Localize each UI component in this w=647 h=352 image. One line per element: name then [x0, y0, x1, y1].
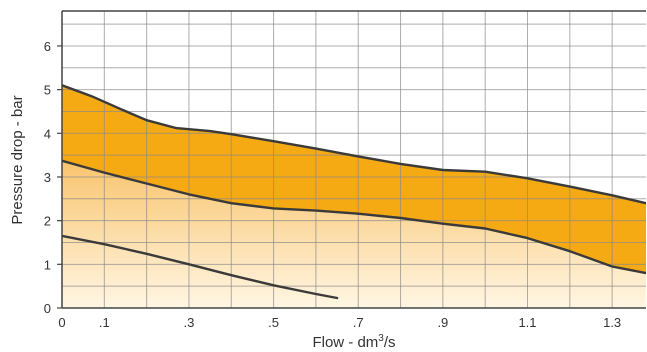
area-fills: [62, 85, 646, 308]
y-tick-label: 6: [44, 39, 51, 54]
lower-band-fill: [62, 160, 646, 308]
y-tick-label: 4: [44, 126, 51, 141]
x-tick-label: .7: [353, 315, 364, 330]
y-axis-label: Pressure drop - bar: [9, 95, 26, 224]
x-tick-label: .3: [184, 315, 195, 330]
x-tick-label: 1.3: [603, 315, 621, 330]
x-tick-label: .1: [99, 315, 110, 330]
upper-band-fill: [62, 85, 646, 274]
curve-lines: [62, 84, 646, 300]
axes: [57, 10, 646, 309]
y-tick-labels: 0 1 2 3 4 5 6: [44, 39, 51, 316]
x-tick-labels: 0 .1 .3 .5 .7 .9 1.1 1.3: [58, 315, 621, 330]
series-line-2: [62, 159, 646, 275]
x-tick-label: .5: [268, 315, 279, 330]
y-tick-label: 2: [44, 214, 51, 229]
y-tick-label: 1: [44, 257, 51, 272]
series-line-3: [62, 234, 339, 300]
x-axis-label: Flow - dm3/s: [312, 333, 395, 351]
x-tick-label: .9: [437, 315, 448, 330]
y-tick-label: 5: [44, 83, 51, 98]
x-tick-label: 0: [58, 315, 65, 330]
y-tick-label: 0: [44, 301, 51, 316]
series-line-1: [62, 84, 646, 205]
x-tick-label: 1.1: [518, 315, 536, 330]
y-tick-label: 3: [44, 170, 51, 185]
